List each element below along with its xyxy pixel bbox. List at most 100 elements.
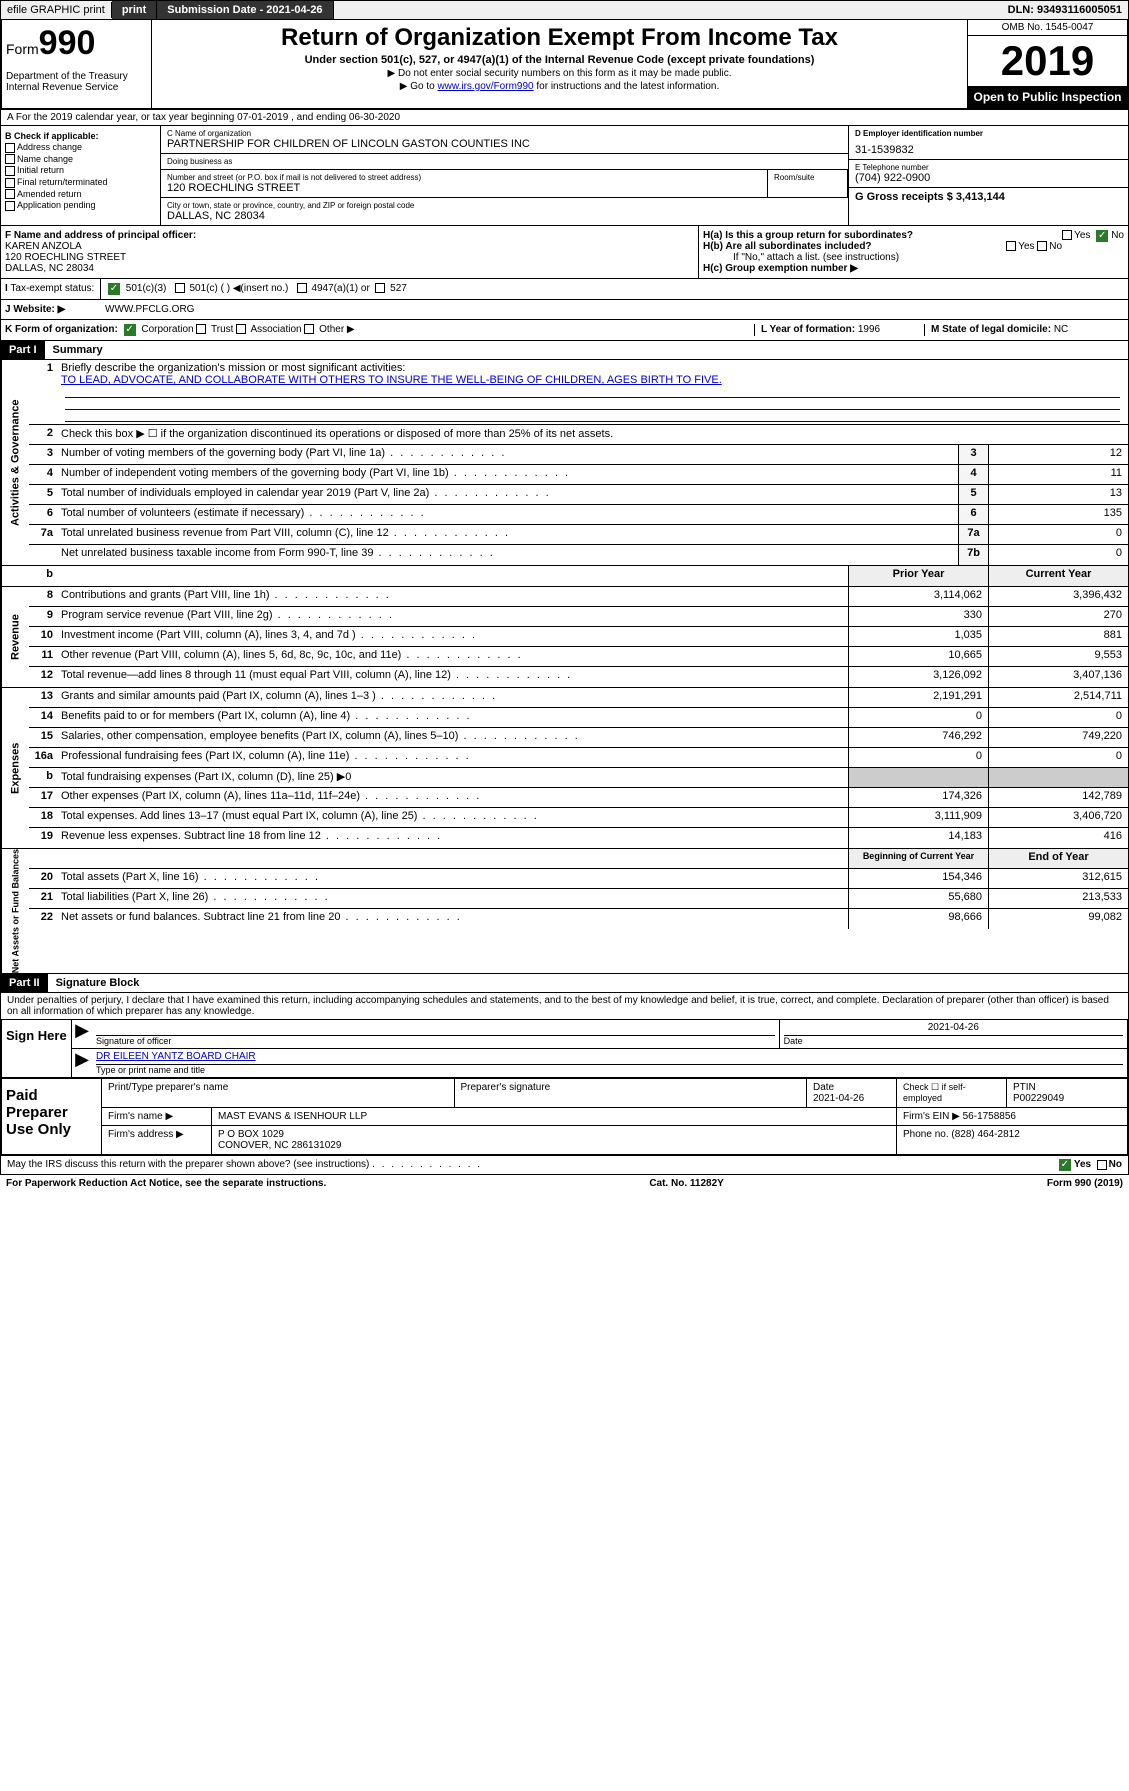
department: Department of the Treasury Internal Reve… — [6, 71, 147, 93]
table-row: 15Salaries, other compensation, employee… — [29, 728, 1128, 748]
ein: 31-1539832 — [855, 138, 1122, 156]
tax-year: 2019 — [968, 36, 1127, 86]
submission-date: Submission Date - 2021-04-26 — [157, 1, 333, 19]
sign-date: 2021-04-26 — [784, 1022, 1123, 1036]
officer-name: KAREN ANZOLA — [5, 241, 694, 252]
arrow-icon: ▶ — [72, 1049, 92, 1077]
col-b: B Check if applicable: Address change Na… — [1, 126, 161, 225]
firm-addr-lbl: Firm's address ▶ — [102, 1126, 212, 1154]
print-button[interactable]: print — [112, 1, 157, 19]
penalty-text: Under penalties of perjury, I declare th… — [0, 993, 1129, 1020]
table-row: 22Net assets or fund balances. Subtract … — [29, 909, 1128, 929]
prep-date: 2021-04-26 — [813, 1093, 864, 1104]
501c: 501(c) ( ) — [189, 283, 230, 294]
dln: DLN: 93493116005051 — [1002, 2, 1128, 18]
firm-addr2: CONOVER, NC 286131029 — [218, 1140, 341, 1151]
sign-block: Sign Here ▶ Signature of officer 2021-04… — [0, 1020, 1129, 1079]
4947: 4947(a)(1) or — [311, 283, 369, 294]
q1: Briefly describe the organization's miss… — [61, 362, 405, 374]
chk-501c3: ✓ — [108, 283, 120, 295]
name-lbl: Type or print name and title — [96, 1065, 205, 1075]
part2-title: Signature Block — [48, 974, 148, 992]
form-header: Form990 Department of the Treasury Inter… — [0, 20, 1129, 110]
chk-name[interactable]: Name change — [5, 154, 156, 165]
no: No — [1109, 1159, 1122, 1170]
irs-link[interactable]: www.irs.gov/Form990 — [437, 81, 533, 92]
table-row: 4Number of independent voting members of… — [29, 465, 1128, 485]
footer-bottom: For Paperwork Reduction Act Notice, see … — [0, 1175, 1129, 1192]
q2: Check this box ▶ ☐ if the organization d… — [57, 425, 1128, 444]
line-a: A For the 2019 calendar year, or tax yea… — [0, 110, 1129, 126]
row-k: K Form of organization: ✓ Corporation Tr… — [0, 320, 1129, 341]
501c3: 501(c)(3) — [126, 283, 167, 294]
page-title: Return of Organization Exempt From Incom… — [156, 24, 963, 52]
table-row: 16aProfessional fundraising fees (Part I… — [29, 748, 1128, 768]
side-b — [1, 566, 29, 586]
phone: (704) 922-0900 — [855, 172, 1122, 184]
top-bar: efile GRAPHIC print print Submission Dat… — [0, 0, 1129, 20]
c-name-lbl: C Name of organization — [167, 129, 842, 138]
part2-label: Part II — [1, 974, 48, 992]
gross-receipts: G Gross receipts $ 3,413,144 — [855, 191, 1122, 203]
org-name: PARTNERSHIP FOR CHILDREN OF LINCOLN GAST… — [167, 138, 842, 150]
table-row: 10Investment income (Part VIII, column (… — [29, 627, 1128, 647]
form-ref: Form 990 (2019) — [1047, 1178, 1123, 1189]
table-row: 8Contributions and grants (Part VIII, li… — [29, 587, 1128, 607]
hdr-prior: Prior Year — [848, 566, 988, 586]
table-row: bTotal fundraising expenses (Part IX, co… — [29, 768, 1128, 788]
discuss-q: May the IRS discuss this return with the… — [7, 1159, 369, 1170]
dba-lbl: Doing business as — [167, 157, 842, 166]
firm-lbl: Firm's name ▶ — [102, 1108, 212, 1125]
footer-discuss: May the IRS discuss this return with the… — [0, 1156, 1129, 1175]
table-row: 7aTotal unrelated business revenue from … — [29, 525, 1128, 545]
hdr-end: End of Year — [988, 849, 1128, 868]
chk-final[interactable]: Final return/terminated — [5, 177, 156, 188]
chk-corp: ✓ — [124, 324, 136, 336]
table-row: 14Benefits paid to or for members (Part … — [29, 708, 1128, 728]
governance-section: Activities & Governance 1Briefly describ… — [0, 360, 1129, 566]
l-lbl: L Year of formation: — [761, 324, 858, 335]
side-expenses: Expenses — [1, 688, 29, 848]
section-bcd: B Check if applicable: Address change Na… — [0, 126, 1129, 226]
website: WWW.PFCLG.ORG — [105, 304, 194, 315]
col-f: F Name and address of principal officer:… — [1, 226, 698, 278]
officer-addr2: DALLAS, NC 28034 — [5, 263, 694, 274]
omb-number: OMB No. 1545-0047 — [968, 20, 1127, 36]
col-c: C Name of organizationPARTNERSHIP FOR CH… — [161, 126, 848, 225]
pra-notice: For Paperwork Reduction Act Notice, see … — [6, 1178, 326, 1189]
h-a: H(a) Is this a group return for subordin… — [703, 230, 1124, 241]
form-number: Form990 — [6, 24, 147, 63]
side-revenue: Revenue — [1, 587, 29, 687]
subtitle: Under section 501(c), 527, or 4947(a)(1)… — [156, 54, 963, 66]
k-lbl: K Form of organization: — [5, 324, 118, 335]
trust: Trust — [211, 324, 233, 335]
table-row: 6Total number of volunteers (estimate if… — [29, 505, 1128, 525]
f-lbl: F Name and address of principal officer: — [5, 230, 694, 241]
h-b: H(b) Are all subordinates included? Yes … — [703, 241, 1124, 252]
chk-pending[interactable]: Application pending — [5, 200, 156, 211]
side-net: Net Assets or Fund Balances — [1, 849, 29, 973]
prep-name-hdr: Print/Type preparer's name — [102, 1079, 455, 1107]
revenue-header-wrap: b Prior Year Current Year — [0, 566, 1129, 587]
net-header-wrap: Net Assets or Fund Balances Beginning of… — [0, 849, 1129, 974]
chk-amended[interactable]: Amended return — [5, 189, 156, 200]
table-row: 18Total expenses. Add lines 13–17 (must … — [29, 808, 1128, 828]
firm-name: MAST EVANS & ISENHOUR LLP — [212, 1108, 897, 1125]
chk-initial[interactable]: Initial return — [5, 165, 156, 176]
cat-no: Cat. No. 11282Y — [649, 1178, 723, 1189]
officer-sig-name: DR EILEEN YANTZ BOARD CHAIR — [96, 1051, 1123, 1065]
firm-ein: 56-1758856 — [963, 1111, 1016, 1122]
year-formation: 1996 — [858, 324, 880, 335]
form-990: 990 — [39, 24, 96, 62]
street: 120 ROECHLING STREET — [167, 182, 761, 194]
table-row: 13Grants and similar amounts paid (Part … — [29, 688, 1128, 708]
row-j: J Website: ▶ WWW.PFCLG.ORG — [0, 300, 1129, 320]
room-lbl: Room/suite — [774, 173, 841, 182]
open-public: Open to Public Inspection — [968, 86, 1127, 108]
table-row: 3Number of voting members of the governi… — [29, 445, 1128, 465]
chk-address[interactable]: Address change — [5, 142, 156, 153]
table-row: 21Total liabilities (Part X, line 26)55,… — [29, 889, 1128, 909]
yes: Yes — [1074, 1159, 1091, 1170]
note-ssn: ▶ Do not enter social security numbers o… — [156, 68, 963, 79]
form-prefix: Form — [6, 41, 39, 57]
